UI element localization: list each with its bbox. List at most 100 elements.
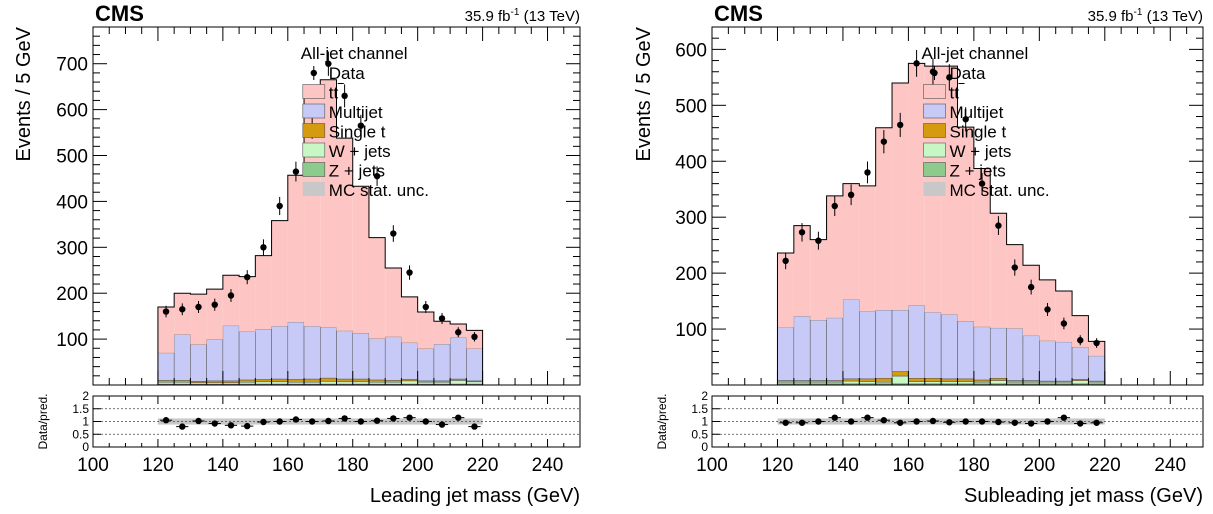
legend-swatch xyxy=(302,103,326,119)
bar-ttbar xyxy=(908,63,925,306)
bar-wjets xyxy=(793,381,811,385)
data-point xyxy=(880,138,888,145)
lumi-exponent: -1 xyxy=(511,7,520,18)
ratio-point xyxy=(880,417,888,424)
bar-single_t xyxy=(336,378,353,383)
data-point xyxy=(962,116,969,123)
bar-wjets xyxy=(255,381,272,385)
data-point xyxy=(179,306,186,313)
data-point xyxy=(422,303,429,311)
legend-label: W + jets xyxy=(329,142,391,161)
ratio-point xyxy=(357,418,365,425)
bar-wjets xyxy=(238,381,256,385)
bar-multijet xyxy=(957,320,975,380)
bar-ttbar xyxy=(1022,265,1040,336)
data-point xyxy=(897,121,904,129)
bar-wjets xyxy=(1039,381,1056,385)
ratio-point xyxy=(244,422,251,430)
bar-multijet xyxy=(433,343,451,382)
bar-single_t xyxy=(826,380,844,383)
ratio-point xyxy=(211,420,218,427)
y-tick-label: 700 xyxy=(56,55,88,76)
bar-ttbar xyxy=(287,175,305,323)
data-point xyxy=(455,329,462,336)
bar-ttbar xyxy=(190,294,207,345)
bar-multijet xyxy=(384,336,402,381)
data-point xyxy=(292,168,300,175)
ratio-tick-label: 1.5 xyxy=(691,402,708,416)
bar-single_t xyxy=(287,379,305,383)
legend-swatch xyxy=(923,162,946,177)
data-point xyxy=(406,269,413,276)
legend-swatch xyxy=(923,142,946,158)
bar-multijet xyxy=(793,315,811,381)
ratio-point xyxy=(995,418,1002,426)
data-point xyxy=(244,273,251,281)
data-point xyxy=(1011,264,1018,271)
ratio-tick-label: 1 xyxy=(82,415,89,429)
legend-swatch xyxy=(923,84,946,99)
cms-label: CMS xyxy=(714,1,763,26)
bar-wjets xyxy=(401,380,418,385)
cms-label: CMS xyxy=(95,1,144,26)
ratio-tick-label: 0 xyxy=(82,440,89,454)
ratio-point xyxy=(455,414,462,421)
bar-multijet xyxy=(1055,341,1073,382)
ratio-tick-label: 2 xyxy=(701,389,708,403)
y-tick-label: 500 xyxy=(56,147,88,168)
bar-wjets xyxy=(320,381,337,385)
data-point xyxy=(946,74,953,81)
ratio-point xyxy=(929,417,937,425)
bar-ttbar xyxy=(1006,244,1023,329)
bar-single_t xyxy=(238,379,256,383)
bar-multijet xyxy=(859,311,876,380)
ratio-uncertainty-band xyxy=(157,418,483,425)
ratio-point xyxy=(390,415,397,422)
x-tick-label: 100 xyxy=(696,455,728,476)
bar-ttbar xyxy=(336,138,353,331)
ratio-tick-label: 1 xyxy=(701,415,708,429)
panel-2: 100 200 300 400 500 600 00.511.52 100 120 140 160 1… xyxy=(633,1,1204,507)
bar-single_t xyxy=(255,379,272,383)
x-tick-label: 180 xyxy=(958,455,990,476)
bar-ttbar xyxy=(157,306,175,353)
bar-multijet xyxy=(809,319,827,381)
legend-swatch xyxy=(923,103,946,119)
x-axis-label: Subleading jet mass (GeV) xyxy=(964,485,1203,507)
bar-multijet xyxy=(222,325,240,382)
bar-ttbar xyxy=(401,296,418,343)
bar-wjets xyxy=(271,381,289,385)
lumi-label: 35.9 fb-1 (13 TeV) xyxy=(465,7,580,25)
data-point xyxy=(357,122,365,129)
data-point xyxy=(162,308,170,315)
bar-single_t xyxy=(303,378,321,383)
ratio-tick-label: 0 xyxy=(701,440,708,454)
ratio-point xyxy=(422,418,429,425)
legend-swatch xyxy=(923,123,946,138)
lumi-energy: (13 TeV) xyxy=(1142,8,1203,25)
lumi-value: 35.9 fb xyxy=(465,8,511,25)
bar-multijet xyxy=(1088,355,1106,382)
x-tick-label: 240 xyxy=(1154,455,1186,476)
data-point xyxy=(195,303,202,311)
ratio-point xyxy=(1044,418,1051,425)
bar-single_t xyxy=(989,378,1007,381)
y-tick-label: 100 xyxy=(675,320,707,341)
bar-ttbar xyxy=(255,255,272,330)
bar-wjets xyxy=(336,381,353,385)
bar-single_t xyxy=(940,378,958,382)
legend-title: All-jet channel xyxy=(301,44,408,63)
bar-multijet xyxy=(287,321,305,380)
legend-label: tt xyxy=(949,84,959,103)
legend-swatch xyxy=(302,84,326,99)
data-point xyxy=(1093,339,1100,347)
data-point xyxy=(1027,283,1035,291)
x-tick-label: 160 xyxy=(893,455,925,476)
bar-ttbar xyxy=(206,289,223,340)
ratio-axis-label: Data/pred. xyxy=(36,393,50,449)
ratio-point xyxy=(782,419,789,426)
stack-outline xyxy=(776,62,1106,385)
bar-wjets xyxy=(924,381,942,385)
bar-multijet xyxy=(1006,328,1024,381)
